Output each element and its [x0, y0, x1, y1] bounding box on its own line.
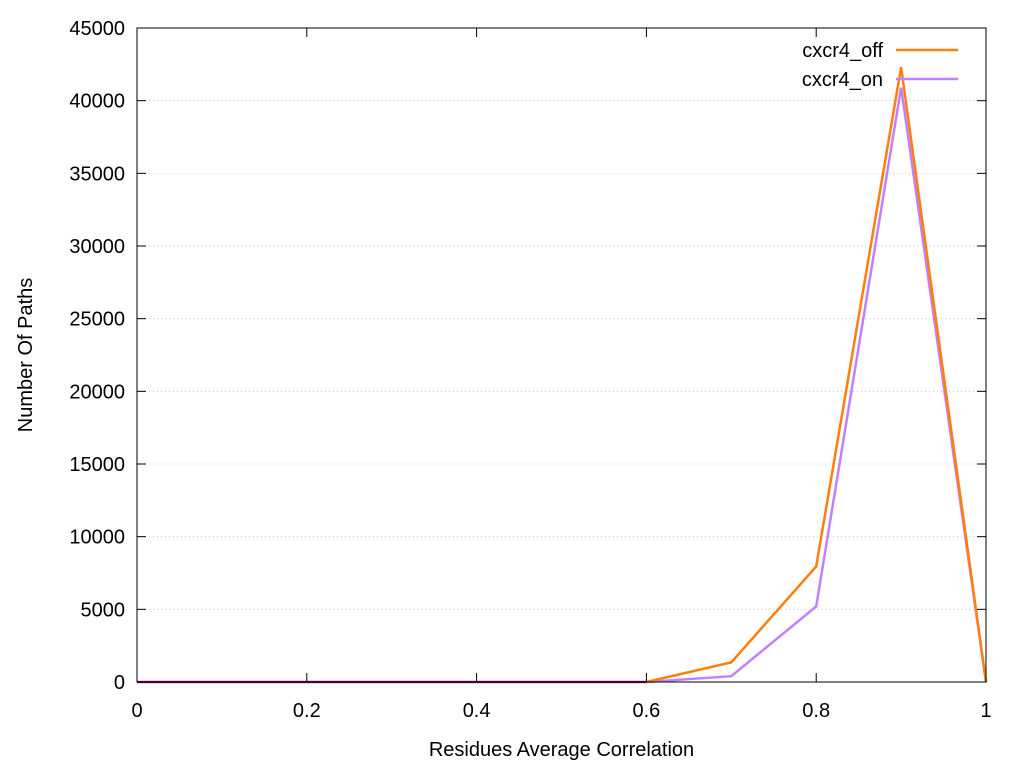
x-tick-label: 0.4: [463, 700, 491, 722]
series-line-cxcr4-off: [137, 67, 988, 684]
legend: cxcr4_off cxcr4_on: [802, 40, 958, 91]
legend-label-cxcr4-on: cxcr4_on: [802, 69, 883, 91]
x-tick-label: 0.6: [632, 700, 660, 722]
y-axis-title: Number Of Paths: [15, 278, 37, 433]
x-tick-label: 1: [980, 700, 991, 722]
x-tick-label: 0.8: [802, 700, 830, 722]
x-tick-label: 0.2: [293, 700, 321, 722]
y-tick-label: 40000: [69, 91, 125, 113]
y-tick-label: 0: [114, 672, 125, 694]
series-lines: [137, 67, 988, 684]
axis-ticks: 0 5000 10000 15000 20000 25000 30000 35000 40000…: [69, 18, 991, 722]
y-tick-label: 30000: [69, 236, 125, 258]
y-tick-label: 25000: [69, 309, 125, 331]
plot-frame: [136, 27, 987, 683]
y-tick-label: 45000: [69, 18, 125, 40]
y-tick-label: 20000: [69, 381, 125, 403]
y-tick-label: 10000: [69, 527, 125, 549]
grid-lines: [137, 100, 986, 610]
y-tick-label: 5000: [81, 599, 126, 621]
legend-label-cxcr4-off: cxcr4_off: [802, 40, 883, 62]
x-axis-title: Residues Average Correlation: [429, 739, 694, 761]
y-tick-label: 35000: [69, 163, 125, 185]
y-tick-label: 15000: [69, 454, 125, 476]
x-tick-label: 0: [131, 700, 142, 722]
series-line-cxcr4-on: [137, 87, 988, 684]
